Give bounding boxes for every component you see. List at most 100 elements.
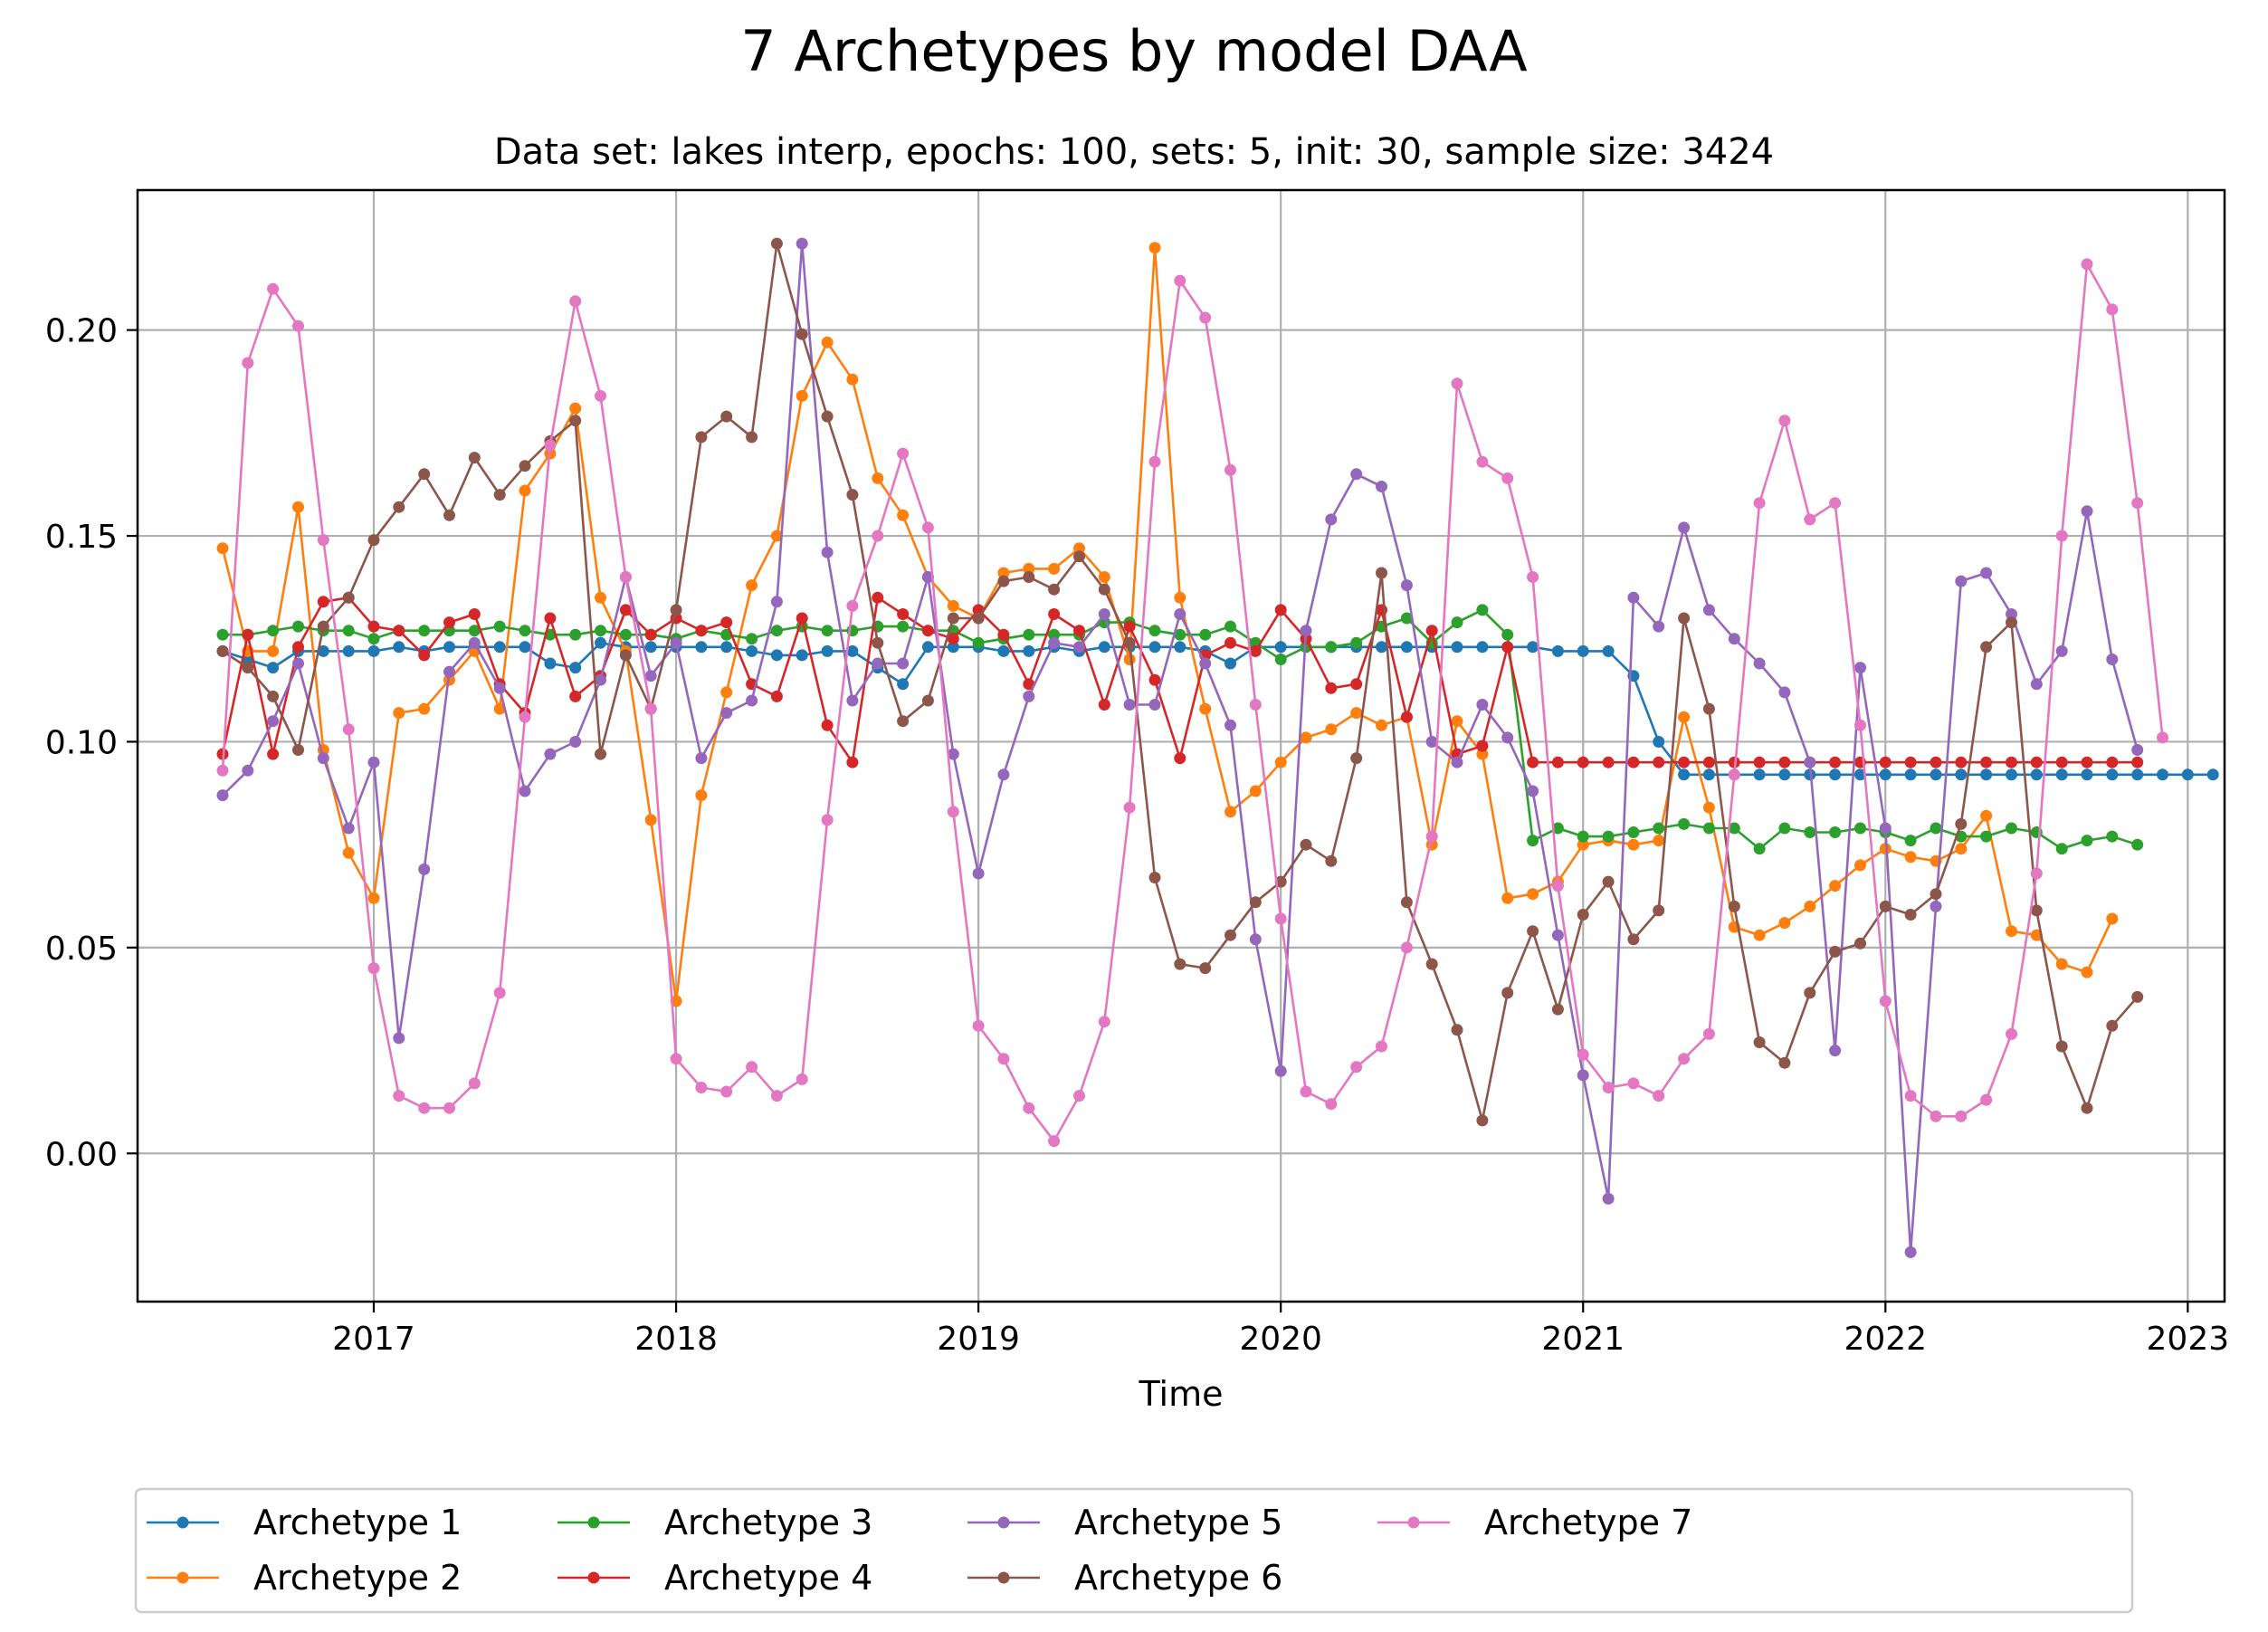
data-point (1728, 900, 1740, 912)
y-tick-label: 0.10 (45, 724, 118, 761)
data-point (2081, 966, 2093, 978)
data-point (1678, 1053, 1691, 1065)
data-point (1804, 756, 1816, 768)
data-point (972, 1019, 985, 1032)
data-point (897, 715, 910, 728)
data-point (1225, 620, 1236, 633)
data-point (821, 546, 834, 558)
legend-marker (997, 1516, 1010, 1529)
data-point (1955, 1110, 1968, 1122)
data-point (493, 489, 506, 501)
data-point (897, 509, 910, 521)
data-point (2055, 644, 2068, 657)
data-point (1980, 809, 1993, 822)
data-point (1274, 654, 1287, 665)
data-point (267, 748, 280, 760)
data-point (770, 649, 783, 662)
series-layer (216, 237, 2219, 1258)
data-point (1778, 822, 1791, 835)
data-point (947, 612, 959, 625)
data-point (2106, 1019, 2119, 1032)
data-point (1300, 731, 1312, 744)
data-point (2006, 925, 2017, 938)
data-point (619, 649, 632, 662)
data-point (267, 715, 280, 728)
data-point (393, 501, 405, 513)
data-point (1854, 768, 1866, 781)
legend-item: Archetype 5 (967, 1503, 1282, 1542)
data-point (1955, 575, 1968, 587)
data-point (1350, 636, 1363, 649)
data-point (872, 530, 884, 542)
data-point (1678, 521, 1691, 534)
data-point (2030, 904, 2043, 917)
data-point (1400, 641, 1413, 654)
data-point (746, 431, 758, 444)
data-point (1123, 654, 1136, 665)
data-point (921, 694, 934, 707)
data-point (1980, 567, 1993, 579)
data-point (569, 295, 582, 308)
data-point (1098, 571, 1110, 583)
data-point (1854, 662, 1866, 674)
data-point (947, 641, 959, 654)
y-tick-label: 0.05 (45, 931, 118, 968)
data-point (1804, 513, 1816, 526)
data-point (595, 636, 606, 649)
data-point (317, 752, 329, 765)
data-point (770, 237, 783, 250)
data-point (1325, 513, 1338, 526)
data-point (443, 641, 455, 654)
data-point (872, 472, 884, 484)
data-point (367, 534, 380, 547)
data-point (493, 620, 506, 633)
data-point (569, 415, 582, 427)
data-point (569, 690, 582, 702)
data-point (292, 320, 304, 332)
data-point (1148, 625, 1161, 637)
data-point (1829, 945, 1842, 958)
series-line (221, 262, 2164, 1142)
data-point (216, 789, 229, 802)
data-point (1904, 1245, 1917, 1258)
data-point (695, 431, 708, 444)
data-point (947, 633, 959, 645)
legend-item: Archetype 1 (147, 1503, 462, 1542)
data-point (443, 616, 455, 629)
data-point (1225, 806, 1236, 818)
data-point (1476, 604, 1489, 616)
data-point (1199, 702, 1212, 715)
data-point (569, 628, 582, 641)
data-point (2006, 822, 2017, 835)
data-point (1829, 826, 1842, 838)
data-point (1930, 1110, 1942, 1122)
data-point (292, 641, 304, 654)
data-point (2081, 1102, 2093, 1114)
data-point (1249, 699, 1262, 711)
data-point (1602, 830, 1615, 843)
data-point (393, 641, 405, 654)
data-point (292, 620, 304, 633)
data-point (1048, 583, 1061, 596)
data-point (1778, 686, 1791, 699)
data-point (1829, 756, 1842, 768)
data-point (897, 620, 910, 633)
data-point (1702, 756, 1715, 768)
data-point (1501, 892, 1514, 904)
x-tick-label: 2023 (2147, 1321, 2230, 1358)
data-point (1653, 904, 1665, 917)
data-point (2055, 756, 2068, 768)
data-point (1400, 579, 1413, 592)
data-point (846, 599, 859, 612)
data-point (1904, 835, 1917, 847)
data-point (2006, 756, 2017, 768)
data-point (1577, 1048, 1589, 1061)
data-point (1350, 1061, 1363, 1074)
data-point (1829, 1045, 1842, 1057)
data-point (1829, 768, 1842, 781)
data-point (519, 711, 531, 723)
data-point (1829, 497, 1842, 510)
data-point (921, 641, 934, 654)
data-point (846, 756, 859, 768)
data-point (418, 649, 431, 662)
